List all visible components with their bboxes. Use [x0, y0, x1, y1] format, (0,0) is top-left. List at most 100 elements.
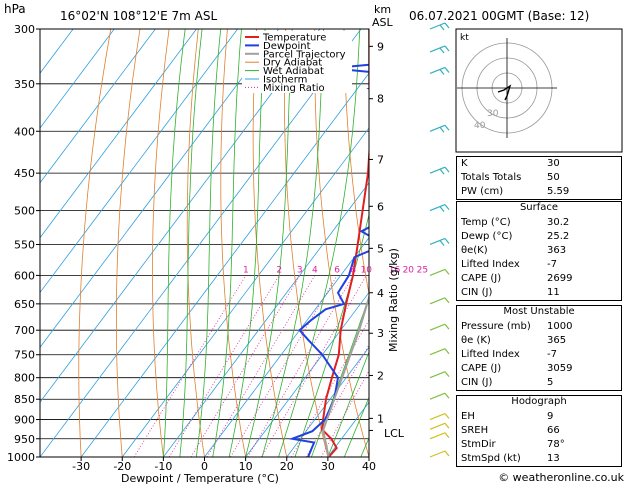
row-value: 30 — [547, 158, 560, 169]
pressure-axis: 300 350 400 450 500 550 600 650 700 750 800 850 900 9… — [7, 23, 40, 464]
surface-box: Surface Temp (°C) 30.2 Dewp (°C) 25.2 θe(K) 3… — [456, 201, 622, 301]
indices-box: K 30 Totals Totals 50 PW (cm) 5.59 — [456, 156, 622, 200]
datetime-label: 06.07.2021 00GMT (Base: 12) — [409, 9, 589, 23]
table-row: Temp (°C) 30.2 — [457, 216, 621, 230]
legend-entry: Wet Adiabat — [263, 66, 324, 77]
most-unstable-title: Most Unstable — [503, 306, 575, 317]
hodograph-ring-label: 40 — [474, 121, 486, 131]
legend-entry: Isotherm — [263, 75, 307, 86]
row-label: StmSpd (kt) — [461, 453, 521, 464]
km-tick-label: 6 — [377, 200, 384, 213]
pressure-tick-label: 800 — [14, 372, 35, 385]
row-value: 1000 — [547, 321, 573, 332]
row-value: 2699 — [547, 273, 573, 284]
table-row: PW (cm) 5.59 — [457, 185, 621, 199]
mixing-ratio-label: 2 — [276, 265, 282, 275]
mixing-ratio-labels: 1 2 3 4 6 8 10 16 20 25 — [243, 265, 428, 275]
km-tick-label: 2 — [377, 369, 384, 382]
row-label: StmDir — [461, 439, 496, 450]
km-tick-label: 9 — [377, 40, 384, 53]
row-value: 365 — [547, 335, 567, 346]
x-tick-label: 40 — [362, 460, 376, 473]
wind-barbs — [429, 22, 450, 458]
row-value: 50 — [547, 172, 560, 183]
legend-entry: Dewpoint — [263, 41, 311, 52]
mixing-ratio-label: 16 — [389, 265, 401, 275]
x-tick-label: -20 — [113, 460, 131, 473]
hodograph-table-title: Hodograph — [511, 396, 567, 407]
table-row: SREH 66 — [457, 424, 621, 438]
km-tick-label: 7 — [377, 153, 384, 166]
row-value: 30.2 — [547, 217, 570, 228]
mixing-ratio-label: 25 — [417, 265, 428, 275]
x-tick-label: -10 — [154, 460, 172, 473]
mixing-ratio-label: 4 — [312, 265, 318, 275]
mixing-ratio-label: 6 — [334, 265, 340, 275]
row-label: CAPE (J) — [461, 363, 502, 374]
table-row: StmDir 78° — [457, 438, 621, 452]
x-tick-label: 10 — [239, 460, 253, 473]
km-tick-label: 4 — [377, 287, 384, 300]
row-label: CIN (J) — [461, 287, 493, 298]
km-tick-label: 5 — [377, 242, 384, 255]
table-row: CIN (J) 5 — [457, 376, 621, 390]
row-label: Pressure (mb) — [461, 321, 531, 332]
km-tick-label: 3 — [377, 327, 384, 340]
row-value: 5 — [547, 377, 554, 388]
hpa-label: hPa — [4, 2, 26, 16]
row-label: Lifted Index — [461, 259, 520, 270]
pressure-tick-label: 700 — [14, 324, 35, 337]
table-row: K 30 — [457, 157, 621, 171]
pressure-tick-label: 450 — [14, 167, 35, 180]
row-label: Lifted Index — [461, 349, 520, 360]
mixing-ratio-label: 8 — [350, 265, 356, 275]
table-row: Lifted Index -7 — [457, 348, 621, 362]
pressure-tick-label: 300 — [14, 23, 35, 36]
table-row: θe (K) 365 — [457, 334, 621, 348]
most-unstable-box: Most Unstable Pressure (mb) 1000 θe (K) 365… — [456, 305, 622, 391]
km-tick-label: 1 — [377, 412, 384, 425]
row-label: SREH — [461, 425, 489, 436]
hodograph-table-box: Hodograph EH 9 SREH 66 StmDir 78° StmSpd (kt) 1… — [456, 395, 622, 467]
row-value: 5.59 — [547, 186, 570, 197]
mixing-ratio-label: 1 — [243, 265, 249, 275]
credit-label: © weatheronline.co.uk — [498, 471, 624, 484]
x-tick-label: 30 — [321, 460, 335, 473]
table-row: EH 9 — [457, 410, 621, 424]
row-value: -7 — [547, 259, 557, 270]
table-row: θe(K) 363 — [457, 244, 621, 258]
series-parcel-trajectory — [322, 294, 369, 457]
row-value: 9 — [547, 411, 554, 422]
temperature-axis: -30 -20 -10 0 10 20 30 40 — [72, 457, 376, 473]
surface-title: Surface — [519, 202, 559, 213]
mixing-ratio-label: 20 — [403, 265, 415, 275]
legend-entry: Parcel Trajectory — [263, 49, 346, 60]
asl-label: ASL — [372, 16, 394, 29]
pressure-tick-label: 850 — [14, 393, 35, 406]
table-row: CAPE (J) 3059 — [457, 362, 621, 376]
row-label: θe (K) — [461, 335, 491, 346]
row-value: 3059 — [547, 363, 573, 374]
row-label: PW (cm) — [461, 186, 504, 197]
row-value: -7 — [547, 349, 557, 360]
mixing-ratio-label: 3 — [297, 265, 303, 275]
pressure-tick-label: 1000 — [7, 451, 35, 464]
row-label: CIN (J) — [461, 377, 493, 388]
km-axis: 9 8 7 6 5 4 3 2 1 — [369, 40, 384, 431]
legend-entry: Temperature — [262, 33, 326, 44]
table-row: Totals Totals 50 — [457, 171, 621, 185]
location-label: 16°02'N 108°12'E 7m ASL — [60, 9, 217, 23]
row-value: 25.2 — [547, 231, 570, 242]
pressure-tick-label: 950 — [14, 433, 35, 446]
hodograph-ring-label: 30 — [487, 109, 499, 119]
x-tick-label: 0 — [201, 460, 208, 473]
row-label: Totals Totals — [461, 172, 522, 183]
pressure-tick-label: 750 — [14, 349, 35, 362]
x-tick-label: -30 — [72, 460, 90, 473]
table-row: CIN (J) 11 — [457, 286, 621, 300]
plot-background — [40, 29, 369, 457]
row-value: 11 — [547, 287, 560, 298]
row-value: 66 — [547, 425, 560, 436]
